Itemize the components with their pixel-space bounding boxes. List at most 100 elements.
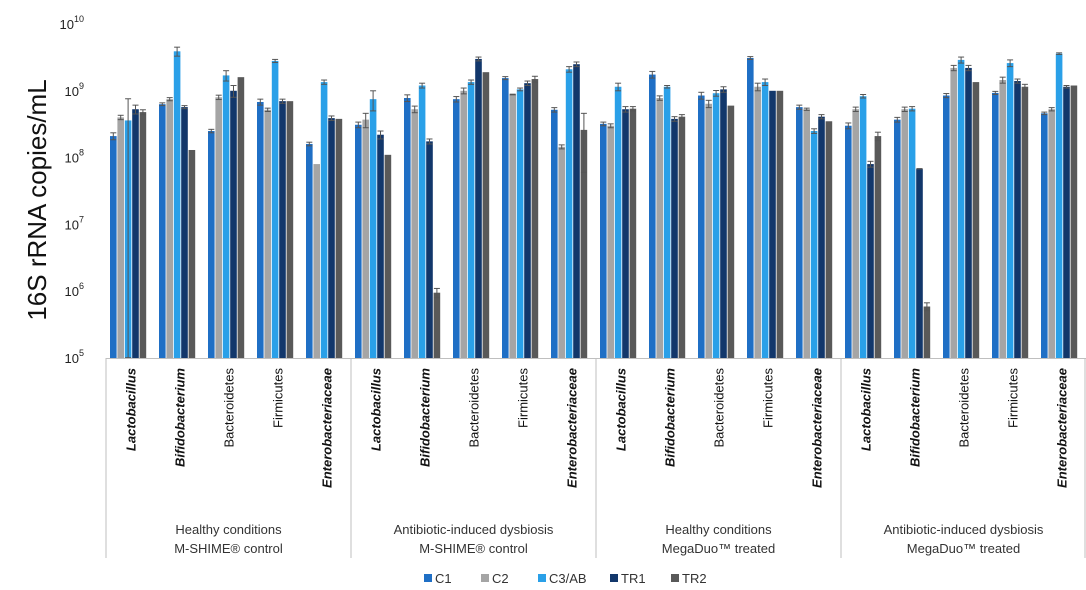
group-label-line1: Healthy conditions — [665, 522, 772, 537]
bar-c3-ab — [614, 86, 622, 358]
legend-swatch — [610, 574, 618, 582]
category-label: Bifidobacterium — [663, 368, 678, 467]
bar-tr1 — [769, 90, 776, 359]
bar-tr2 — [237, 77, 245, 358]
bar-c3-ab — [908, 108, 916, 359]
bar-tr1 — [377, 134, 384, 358]
bar-tr2 — [629, 108, 637, 359]
bar-tr2 — [433, 292, 441, 358]
legend-label: C2 — [492, 571, 509, 586]
bar-c1 — [257, 101, 264, 359]
bar-c2 — [166, 99, 173, 359]
legend-swatch — [538, 574, 546, 582]
bar-c3-ab — [712, 93, 720, 358]
bar-tr1 — [279, 101, 286, 359]
bar-c2 — [313, 164, 320, 358]
bar-tr1 — [916, 168, 923, 358]
bar-c2 — [558, 146, 565, 358]
bar-tr2 — [335, 118, 343, 359]
bar-tr2 — [874, 136, 882, 358]
bar-tr1 — [524, 83, 531, 358]
bar-c2 — [362, 119, 369, 358]
bar-tr2 — [286, 101, 294, 359]
bar-tr1 — [622, 109, 629, 358]
bar-c1 — [943, 95, 950, 358]
bar-c1 — [453, 99, 460, 359]
bar-tr1 — [426, 141, 433, 358]
bar-c1 — [404, 98, 411, 358]
bar-tr1 — [573, 64, 580, 358]
category-label: Firmicutes — [516, 368, 531, 428]
group-label-line1: Antibiotic-induced dysbiosis — [884, 522, 1044, 537]
bar-tr2 — [188, 149, 196, 358]
category-label: Lactobacillus — [859, 368, 874, 451]
category-label: Bifidobacterium — [908, 368, 923, 467]
bar-tr1 — [671, 118, 678, 359]
bar-tr1 — [818, 116, 825, 358]
bar-c1 — [502, 78, 509, 358]
bar-c1 — [600, 123, 607, 358]
category-label: Lactobacillus — [614, 368, 629, 451]
legend-label: C3/AB — [549, 571, 587, 586]
bar-c3-ab — [271, 60, 279, 359]
legend-swatch — [671, 574, 679, 582]
category-label: Bacteroidetes — [467, 368, 482, 448]
bar-c3-ab — [810, 131, 818, 358]
bar-tr2 — [972, 82, 980, 358]
category-label: Firmicutes — [1006, 368, 1021, 428]
bar-c1 — [355, 124, 362, 358]
category-label: Lactobacillus — [369, 368, 384, 451]
group-label-line2: M-SHIME® control — [174, 541, 283, 556]
y-axis-title: 16S rRNA copies/mL — [22, 79, 52, 320]
category-label: Lactobacillus — [124, 368, 139, 451]
bar-c3-ab — [418, 85, 426, 358]
bar-tr2 — [825, 121, 833, 358]
legend-label: TR1 — [621, 571, 646, 586]
bar-tr2 — [776, 90, 784, 359]
bar-c2 — [607, 125, 614, 358]
legend-label: C1 — [435, 571, 452, 586]
y-tick-label: 1010 — [60, 14, 84, 32]
bar-c3-ab — [565, 69, 573, 358]
group-label-line2: MegaDuo™ treated — [907, 541, 1020, 556]
bar-tr2 — [727, 105, 735, 359]
bar-tr2 — [531, 79, 539, 358]
bar-c2 — [411, 109, 418, 358]
category-label: Enterobacteriaceae — [565, 368, 580, 488]
group-label-line2: M-SHIME® control — [419, 541, 528, 556]
bar-c3-ab — [173, 51, 181, 358]
category-label: Bacteroidetes — [957, 368, 972, 448]
bar-tr2 — [580, 129, 588, 358]
bar-c2 — [999, 80, 1006, 359]
error-bars-layer — [110, 46, 1070, 359]
category-label: Bifidobacterium — [173, 368, 188, 467]
bar-c1 — [649, 74, 656, 358]
y-tick-label: 106 — [65, 281, 84, 299]
bar-c3-ab — [222, 75, 230, 358]
bar-c1 — [1041, 113, 1048, 358]
bar-c2 — [705, 103, 712, 358]
group-label-line1: Healthy conditions — [175, 522, 282, 537]
bar-c3-ab — [516, 89, 524, 358]
x-axis: Lactobacillus Bifidobacterium Bacteroidete… — [105, 358, 1086, 558]
bar-c1 — [208, 131, 215, 358]
bar-c2 — [509, 94, 516, 358]
bar-tr2 — [1070, 85, 1078, 358]
bar-tr1 — [475, 58, 482, 359]
group-label-line1: Antibiotic-induced dysbiosis — [394, 522, 554, 537]
bar-c2 — [215, 97, 222, 359]
bar-c2 — [950, 67, 957, 359]
category-label: Enterobacteriaceae — [810, 368, 825, 488]
bar-c2 — [264, 109, 271, 359]
bar-c3-ab — [320, 82, 328, 358]
bars-layer — [110, 51, 1078, 359]
bar-tr2 — [482, 72, 490, 359]
bar-c2 — [852, 109, 859, 358]
y-tick-label: 107 — [65, 214, 84, 232]
bar-c2 — [803, 109, 810, 358]
category-label: Firmicutes — [271, 368, 286, 428]
bar-c3-ab — [1006, 63, 1014, 358]
bar-c3-ab — [467, 82, 475, 358]
category-label: Bacteroidetes — [222, 368, 237, 448]
bar-c1 — [698, 95, 705, 358]
